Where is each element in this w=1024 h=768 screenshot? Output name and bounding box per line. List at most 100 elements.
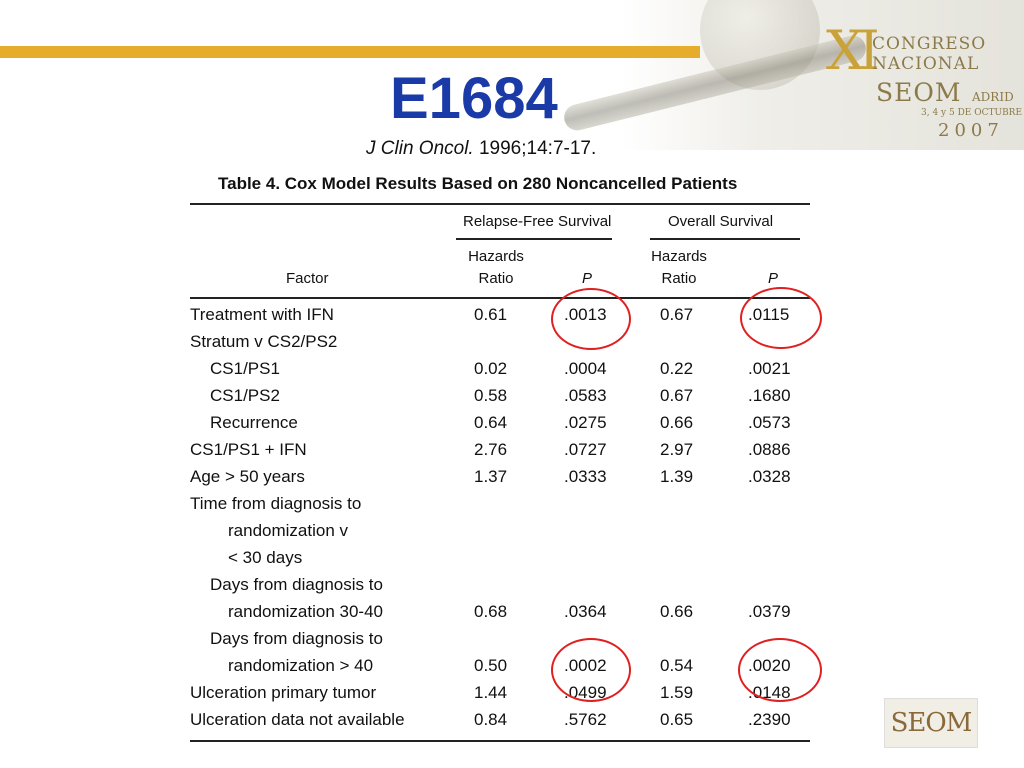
table-row: Days from diagnosis to	[190, 626, 820, 653]
hr-os-cell: 0.66	[660, 602, 694, 621]
factor-cell: Days from diagnosis to	[210, 629, 383, 648]
column-header-hr-rfs: Hazards Ratio	[465, 246, 527, 290]
logo-numeral: XI	[826, 19, 880, 82]
p-rfs-cell: .0004	[564, 359, 607, 378]
hr-rfs-cell: 0.58	[474, 386, 508, 405]
hr-os-line2: Ratio	[661, 270, 697, 287]
hr-os-cell: 0.67	[660, 386, 694, 405]
factor-cell: Stratum v CS2/PS2	[190, 332, 338, 351]
column-header-factor: Factor	[286, 270, 329, 287]
group-rule-rfs	[456, 238, 612, 240]
highlight-circle-os-days	[738, 638, 822, 702]
logo-seom: SEOM	[876, 78, 962, 107]
table-row: Treatment with IFN 0.61 .0013 0.67 .0115	[190, 302, 820, 329]
hr-rfs-cell: 1.44	[474, 683, 508, 702]
table-row: Time from diagnosis to	[190, 491, 820, 518]
factor-cell: CS1/PS2	[210, 386, 280, 405]
factor-cell: Ulceration primary tumor	[190, 683, 377, 702]
factor-cell: randomization 30-40	[228, 602, 383, 621]
hr-os-cell: 0.22	[660, 359, 694, 378]
p-rfs-cell: .0583	[564, 386, 607, 405]
hr-os-cell: 0.65	[660, 710, 694, 729]
factor-cell: Treatment with IFN	[190, 305, 334, 324]
logo-nacional: NACIONAL	[872, 54, 980, 74]
p-os-cell: .0886	[748, 440, 791, 459]
p-os-cell: .0021	[748, 359, 791, 378]
table-header-rule	[190, 297, 810, 299]
table-row: CS1/PS2 0.58 .0583 0.67 .1680	[190, 383, 820, 410]
hr-rfs-cell: 0.68	[474, 602, 508, 621]
highlight-circle-rfs-ifn	[551, 288, 631, 350]
p-rfs-cell: .0727	[564, 440, 607, 459]
logo-dates: 3, 4 y 5 DE OCTUBRE	[921, 108, 1023, 118]
hr-rfs-cell: 2.76	[474, 440, 508, 459]
hr-rfs-cell: 0.64	[474, 413, 508, 432]
hr-rfs-cell: 1.37	[474, 467, 508, 486]
table-row: Recurrence 0.64 .0275 0.66 .0573	[190, 410, 820, 437]
factor-cell: Time from diagnosis to	[190, 494, 362, 513]
table-top-rule	[190, 203, 810, 205]
p-os-cell: .0379	[748, 602, 791, 621]
hr-os-cell: 0.54	[660, 656, 694, 675]
table-row: Age > 50 years 1.37 .0333 1.39 .0328	[190, 464, 820, 491]
p-os-cell: .0573	[748, 413, 791, 432]
congress-logo: XI CONGRESO NACIONAL SEOM ADRID 3, 4 y 5…	[826, 22, 1022, 146]
seom-small-logo: SEOM	[884, 698, 978, 748]
logo-congreso: CONGRESO	[872, 34, 987, 54]
p-rfs-cell: .0275	[564, 413, 607, 432]
logo-year: 2007	[938, 120, 1004, 141]
table-row: < 30 days	[190, 545, 820, 572]
hr-rfs-cell: 0.02	[474, 359, 508, 378]
p-os-cell: .2390	[748, 710, 791, 729]
column-header-p-os: P	[768, 270, 779, 287]
table-row: randomization v	[190, 518, 820, 545]
group-rule-os	[650, 238, 800, 240]
hr-os-cell: 1.59	[660, 683, 694, 702]
table-row: randomization 30-40 0.68 .0364 0.66 .037…	[190, 599, 820, 626]
slide-title: E1684	[390, 66, 558, 131]
column-header-hr-os: Hazards Ratio	[648, 246, 710, 290]
highlight-circle-os-ifn	[740, 287, 822, 349]
table-row: Stratum v CS2/PS2	[190, 329, 820, 356]
p-rfs-cell: .0364	[564, 602, 607, 621]
p-os-cell: .0328	[748, 467, 791, 486]
hr-os-cell: 0.66	[660, 413, 694, 432]
factor-cell: Recurrence	[210, 413, 298, 432]
p-rfs-cell: .0333	[564, 467, 607, 486]
factor-cell: Age > 50 years	[190, 467, 305, 486]
table-row: randomization > 40 0.50 .0002 0.54 .0020	[190, 653, 820, 680]
factor-cell: CS1/PS1	[210, 359, 280, 378]
column-header-p-rfs: P	[582, 270, 593, 287]
highlight-circle-rfs-days	[551, 638, 631, 702]
hr-rfs-cell: 0.84	[474, 710, 508, 729]
table-row: Days from diagnosis to	[190, 572, 820, 599]
table-row: Ulceration data not available 0.84 .5762…	[190, 707, 820, 734]
factor-cell: < 30 days	[228, 548, 303, 567]
citation-journal: J Clin Oncol.	[366, 138, 474, 159]
logo-city: ADRID	[972, 90, 1014, 104]
table-row: Ulceration primary tumor 1.44 .0499 1.59…	[190, 680, 820, 707]
table-bottom-rule	[190, 740, 810, 742]
hr-os-cell: 2.97	[660, 440, 694, 459]
hr-os-cell: 0.67	[660, 305, 694, 324]
hr-rfs-line2: Ratio	[478, 270, 514, 287]
table-row: CS1/PS1 + IFN 2.76 .0727 2.97 .0886	[190, 437, 820, 464]
hr-os-cell: 1.39	[660, 467, 694, 486]
table-body: Treatment with IFN 0.61 .0013 0.67 .0115…	[190, 302, 820, 734]
citation-reference: 1996;14:7-17.	[473, 138, 597, 159]
factor-cell: Days from diagnosis to	[210, 575, 383, 594]
factor-cell: CS1/PS1 + IFN	[190, 440, 307, 459]
hr-rfs-cell: 0.50	[474, 656, 508, 675]
table-caption: Table 4. Cox Model Results Based on 280 …	[218, 174, 738, 193]
table-row: CS1/PS1 0.02 .0004 0.22 .0021	[190, 356, 820, 383]
factor-cell: randomization > 40	[228, 656, 374, 675]
group-header-rfs: Relapse-Free Survival	[463, 213, 612, 230]
hr-rfs-line1: Hazards	[468, 248, 524, 265]
factor-cell: randomization v	[228, 521, 349, 540]
p-os-cell: .1680	[748, 386, 791, 405]
p-rfs-cell: .5762	[564, 710, 607, 729]
hr-os-line1: Hazards	[651, 248, 707, 265]
header-background	[620, 0, 1024, 150]
factor-cell: Ulceration data not available	[190, 710, 405, 729]
gold-header-bar	[0, 46, 700, 58]
